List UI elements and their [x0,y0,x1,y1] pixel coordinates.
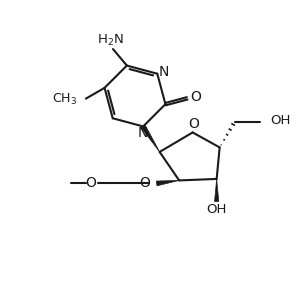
Text: OH: OH [206,203,227,216]
Polygon shape [156,180,179,186]
Text: N: N [159,65,169,79]
Text: CH$_3$: CH$_3$ [52,92,77,107]
Text: O: O [189,117,200,131]
Text: N: N [138,126,148,140]
Text: O: O [139,176,150,190]
Text: O: O [85,176,96,190]
Text: H$_2$N: H$_2$N [97,33,123,49]
Text: O: O [190,90,201,104]
Polygon shape [214,179,219,201]
Text: OH: OH [270,114,290,127]
Polygon shape [141,125,160,152]
